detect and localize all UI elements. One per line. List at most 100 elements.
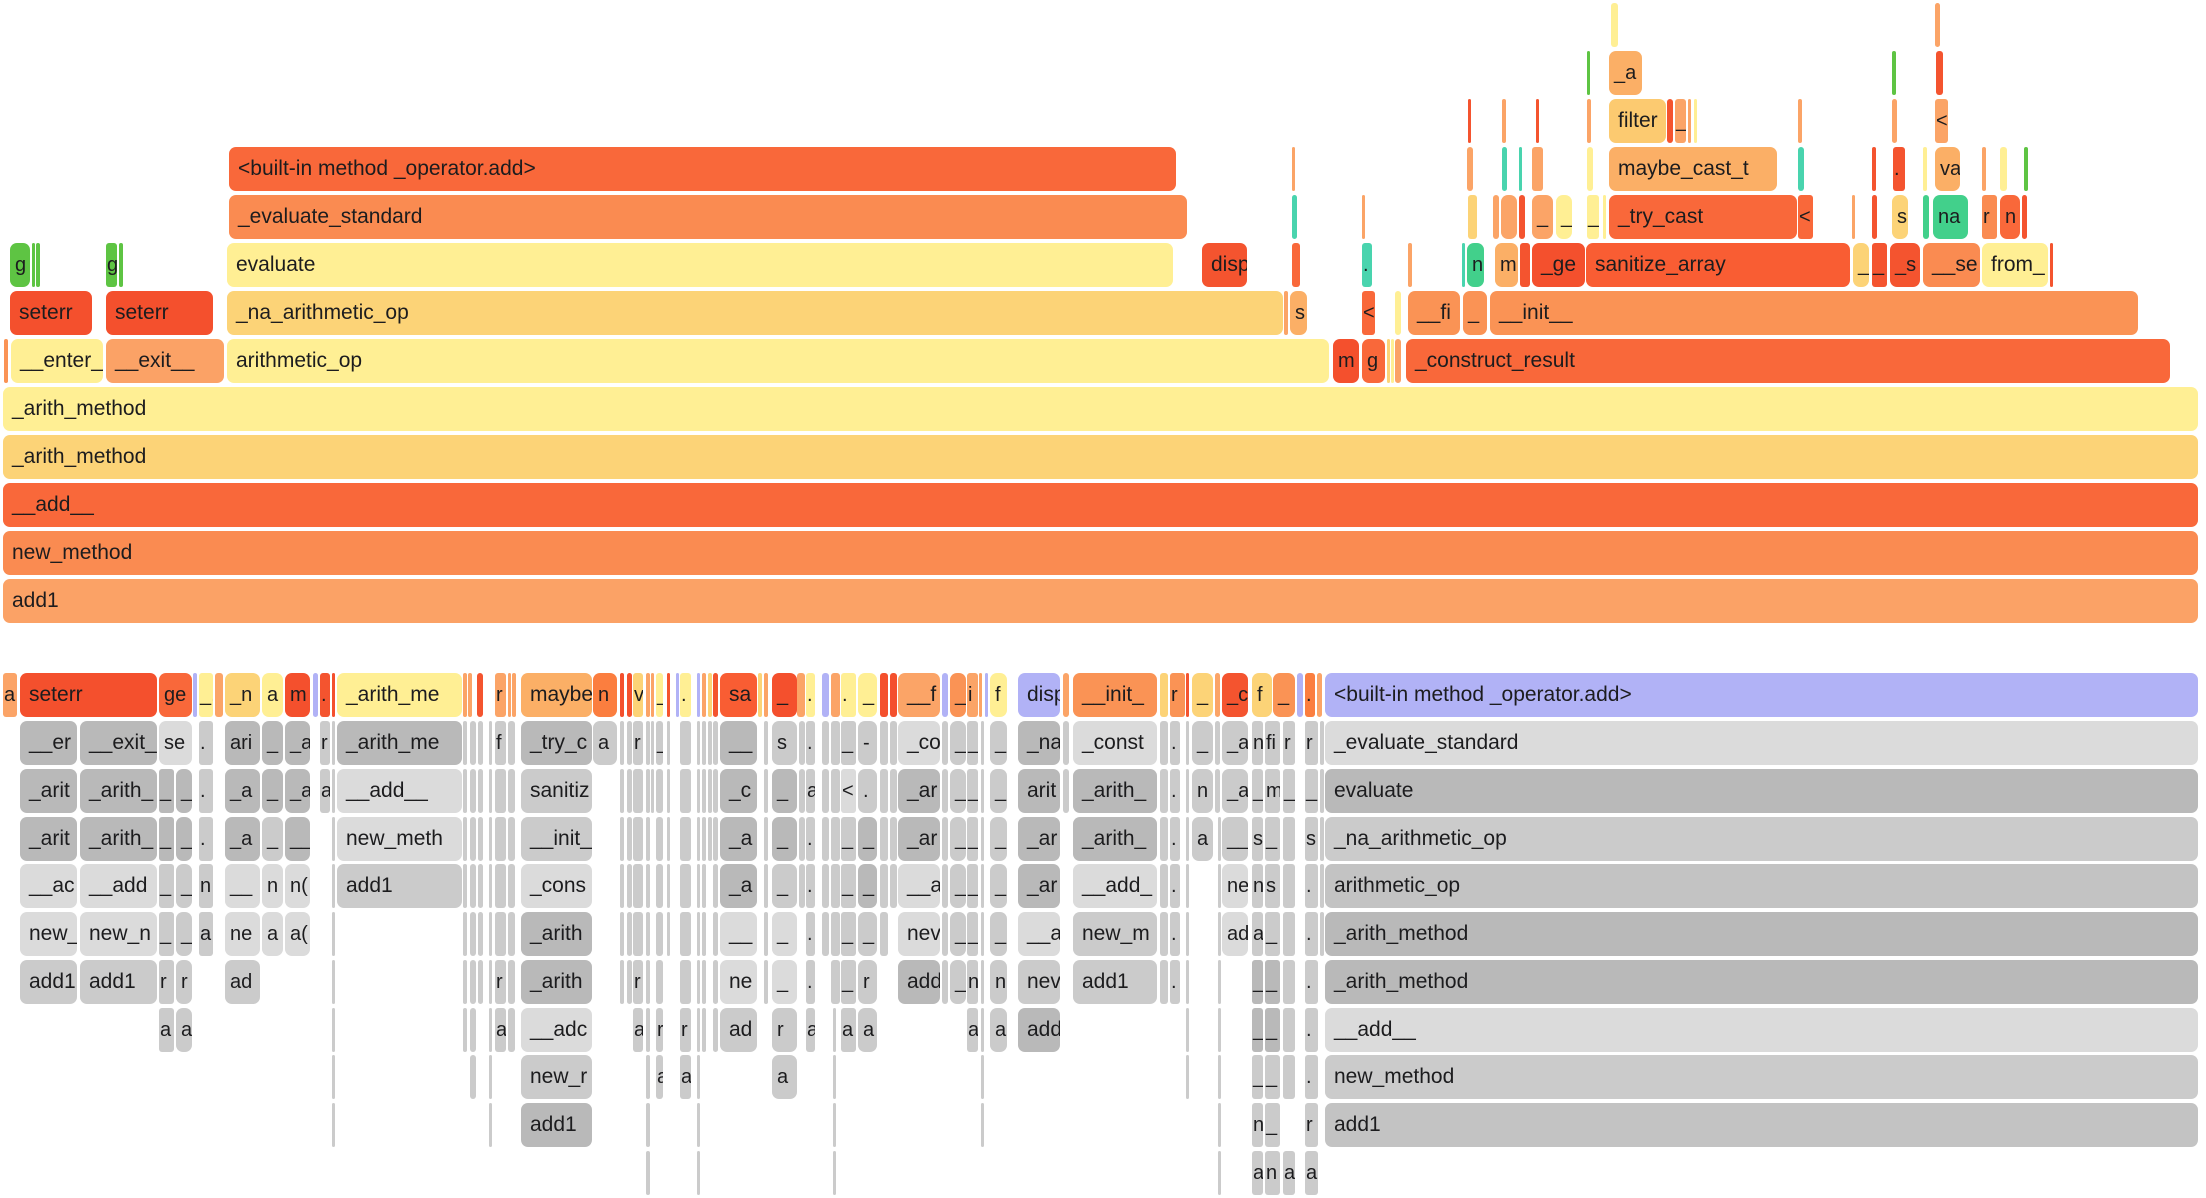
frame-sliver[interactable] (981, 817, 984, 861)
frame-r[interactable]: r (320, 721, 330, 765)
frame-sliver[interactable] (697, 864, 700, 908)
frame-sliver[interactable] (1292, 147, 1295, 191)
frame-_[interactable]: _ (950, 673, 966, 717)
frame-_arit[interactable]: _arit (20, 817, 77, 861)
frame-sliver[interactable] (1519, 147, 1522, 191)
frame-sliver[interactable] (495, 912, 506, 956)
frame-_a[interactable]: _a (720, 817, 757, 861)
frame-g[interactable]: g (1362, 339, 1385, 383)
frame-sliver[interactable] (713, 721, 718, 765)
frame-sliver[interactable] (833, 1103, 836, 1147)
frame-<[interactable]: < (1362, 291, 1375, 335)
frame-sliver[interactable] (979, 673, 982, 717)
frame-_[interactable]: _ (858, 673, 877, 717)
frame-sliver[interactable] (508, 864, 515, 908)
frame-sliver[interactable] (1603, 195, 1606, 239)
frame-sliver[interactable] (477, 673, 483, 717)
frame-sliver[interactable] (676, 673, 679, 717)
frame-sliver[interactable] (470, 769, 476, 813)
frame-maybe_cast_t[interactable]: maybe_cast_t (1609, 147, 1777, 191)
frame-_evaluate_standard[interactable]: _evaluate_standard (229, 195, 1187, 239)
frame-_[interactable]: _ (1675, 99, 1686, 143)
frame-sliver[interactable] (332, 864, 335, 908)
frame-sliver[interactable] (620, 721, 624, 765)
frame-_a[interactable]: _a (285, 721, 310, 765)
frame-_[interactable]: _ (950, 864, 966, 908)
frame-g[interactable]: g (106, 243, 117, 287)
frame-new_method[interactable]: new_method (1325, 1055, 2198, 1099)
frame-sliver[interactable] (1160, 960, 1168, 1004)
frame-sliver[interactable] (470, 721, 476, 765)
frame-sliver[interactable] (1798, 147, 1804, 191)
frame-sliver[interactable] (981, 912, 984, 956)
frame-sliver[interactable] (713, 769, 718, 813)
frame-.[interactable]: . (1170, 912, 1180, 956)
frame-s[interactable]: s (1892, 195, 1908, 239)
frame-i[interactable]: i (967, 673, 978, 717)
frame-sliver[interactable] (1387, 339, 1390, 383)
frame-sliver[interactable] (680, 864, 691, 908)
frame-sliver[interactable] (651, 721, 654, 765)
frame-_a[interactable]: _a (285, 769, 310, 813)
frame-sliver[interactable] (463, 673, 467, 717)
frame-n[interactable]: n (967, 960, 978, 1004)
frame-sliver[interactable] (627, 817, 632, 861)
frame-sliver[interactable] (1186, 864, 1189, 908)
frame-_[interactable]: _ (1265, 1103, 1280, 1147)
frame-.[interactable]: . (199, 817, 213, 861)
frame-sliver[interactable] (713, 912, 718, 956)
frame-sliver[interactable] (1160, 817, 1168, 861)
frame-sliver[interactable] (646, 769, 650, 813)
frame-sliver[interactable] (1320, 721, 1324, 765)
frame-sliver[interactable] (489, 817, 492, 861)
frame-__[interactable]: __ (1222, 817, 1248, 861)
frame-add[interactable]: add (1018, 1008, 1060, 1052)
frame-sliver[interactable] (942, 864, 948, 908)
frame-sliver[interactable] (1186, 769, 1189, 813)
frame-sliver[interactable] (489, 864, 492, 908)
frame-_construct_result[interactable]: _construct_result (1406, 339, 2170, 383)
frame-n[interactable]: n (199, 864, 213, 908)
frame-_ar[interactable]: _ar (898, 817, 940, 861)
frame-new_n[interactable]: new_n (80, 912, 157, 956)
frame-_[interactable]: _ (990, 769, 1007, 813)
frame-_[interactable]: _ (967, 864, 978, 908)
frame-.[interactable]: . (1305, 1055, 1318, 1099)
frame-sliver[interactable] (651, 769, 654, 813)
frame-_na_arithmetic_op[interactable]: _na_arithmetic_op (227, 291, 1283, 335)
frame-sliver[interactable] (1283, 1008, 1295, 1052)
frame-sliver[interactable] (985, 673, 988, 717)
frame-n[interactable]: n (1252, 864, 1263, 908)
frame-_[interactable]: _ (967, 912, 978, 956)
frame-_arith_method[interactable]: _arith_method (1325, 960, 2198, 1004)
frame-_[interactable]: _ (1587, 195, 1599, 239)
frame-add1[interactable]: add1 (80, 960, 157, 1004)
frame-arithmetic_op[interactable]: arithmetic_op (227, 339, 1329, 383)
frame-sliver[interactable] (890, 817, 897, 861)
frame-.[interactable]: . (806, 673, 815, 717)
frame-a[interactable]: a (967, 1008, 978, 1052)
frame-sliver[interactable] (1283, 1055, 1295, 1099)
frame-sliver[interactable] (764, 721, 768, 765)
frame-sliver[interactable] (758, 673, 762, 717)
frame-_[interactable]: _ (1265, 912, 1280, 956)
frame-sliver[interactable] (1215, 673, 1220, 717)
frame-sliver[interactable] (799, 721, 805, 765)
frame-sliver[interactable] (833, 1008, 836, 1052)
frame-sliver[interactable] (1215, 721, 1220, 765)
frame-seterr[interactable]: seterr (10, 291, 92, 335)
frame-__[interactable]: __ (720, 912, 757, 956)
frame-sliver[interactable] (646, 673, 650, 717)
frame-add1[interactable]: add1 (1325, 1103, 2198, 1147)
frame-sliver[interactable] (1186, 1008, 1189, 1052)
frame-sliver[interactable] (1395, 291, 1401, 335)
frame-_a[interactable]: _a (225, 817, 260, 861)
frame-.[interactable]: . (841, 673, 856, 717)
frame-evaluate[interactable]: evaluate (227, 243, 1173, 287)
frame-_[interactable]: _ (1853, 243, 1869, 287)
frame-sliver[interactable] (942, 721, 948, 765)
frame-a[interactable]: a (858, 1008, 877, 1052)
frame-.[interactable]: . (806, 960, 815, 1004)
frame-_[interactable]: _ (176, 769, 192, 813)
frame-_[interactable]: _ (950, 960, 966, 1004)
